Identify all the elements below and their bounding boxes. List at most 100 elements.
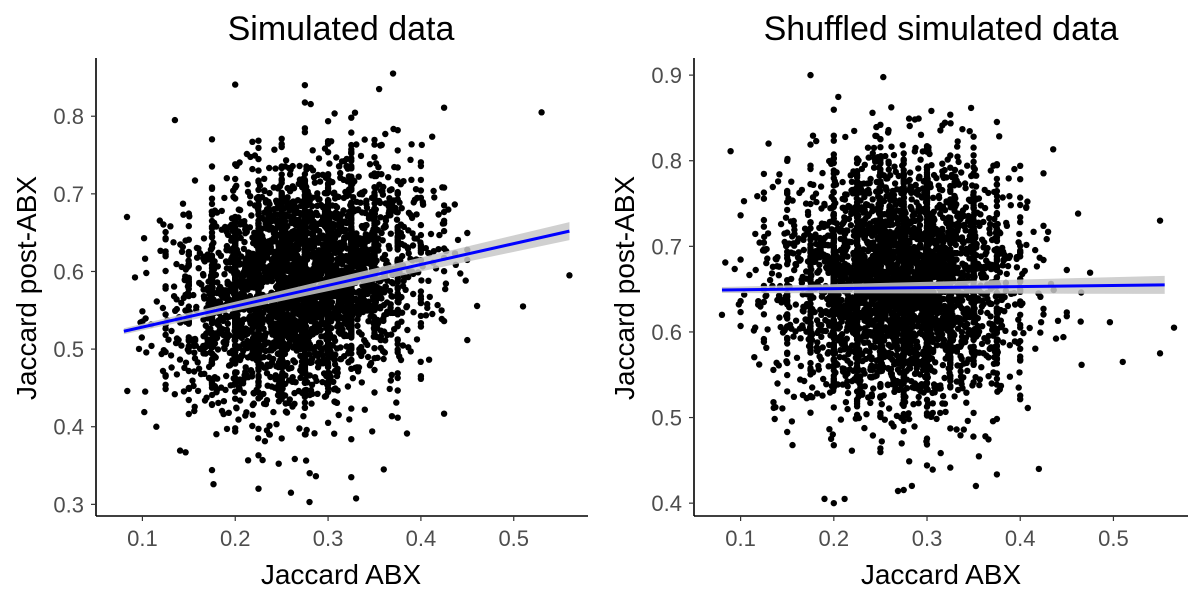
scatter-point: [214, 346, 222, 353]
scatter-point: [191, 177, 199, 184]
scatter-point: [348, 307, 355, 315]
scatter-point: [371, 222, 378, 229]
scatter-point: [321, 393, 329, 400]
y-tick-label: 0.7: [53, 182, 84, 207]
scatter-point: [409, 230, 416, 237]
scatter-point: [302, 323, 310, 330]
scatter-point: [348, 226, 355, 233]
scatter-point: [292, 379, 299, 386]
y-tick-label: 0.9: [651, 63, 682, 88]
scatter-point: [260, 335, 268, 343]
scatter-point: [371, 322, 378, 329]
scatter-point: [265, 267, 272, 275]
scatter-point: [291, 319, 299, 326]
scatter-point: [273, 305, 280, 313]
scatter-point: [315, 357, 323, 365]
scatter-point: [422, 312, 430, 319]
scatter-point: [287, 166, 294, 173]
scatter-point: [366, 161, 374, 168]
scatter-point: [830, 442, 837, 449]
scatter-point: [221, 337, 229, 345]
scatter-point: [359, 308, 367, 316]
scatter-point: [191, 368, 198, 375]
scatter-point: [377, 344, 384, 352]
scatter-point: [324, 264, 332, 271]
scatter-point: [442, 280, 450, 287]
scatter-point: [385, 174, 392, 181]
scatter-point: [768, 270, 776, 277]
scatter-point: [434, 301, 441, 309]
scatter-point: [162, 311, 169, 318]
scatter-point: [410, 309, 417, 316]
scatter-point: [309, 355, 316, 362]
scatter-point: [255, 266, 262, 273]
scatter-point: [205, 256, 212, 263]
scatter-point: [417, 358, 424, 365]
scatter-point: [256, 348, 263, 355]
scatter-point: [255, 236, 262, 243]
scatter-point: [301, 347, 309, 354]
scatter-point: [566, 272, 573, 279]
scatter-point: [382, 130, 389, 138]
scatter-point: [371, 355, 378, 362]
scatter-point: [255, 382, 262, 390]
scatter-point: [371, 254, 378, 261]
scatter-point: [249, 165, 256, 173]
scatter-point: [270, 213, 277, 220]
scatter-point: [361, 136, 368, 143]
scatter-point: [394, 147, 401, 154]
scatter-point: [266, 164, 273, 172]
scatter-point: [364, 284, 371, 292]
scatter-point: [208, 184, 216, 191]
scatter-point: [179, 200, 187, 207]
scatter-point: [218, 207, 225, 215]
scatter-point: [348, 320, 355, 327]
scatter-point: [807, 141, 814, 148]
scatter-point: [970, 158, 977, 165]
scatter-point: [976, 381, 983, 389]
scatter-point: [256, 182, 264, 189]
scatter-point: [316, 227, 323, 235]
scatter-point: [348, 436, 355, 443]
scatter-point: [167, 223, 174, 230]
scatter-point: [170, 293, 178, 300]
scatter-point: [316, 351, 324, 358]
scatter-point: [417, 312, 425, 320]
scatter-point: [309, 147, 316, 154]
scatter-point: [369, 428, 376, 435]
scatter-point: [263, 397, 271, 404]
scatter-point: [270, 345, 278, 352]
scatter-point: [371, 366, 378, 374]
scatter-point: [368, 172, 375, 179]
scatter-point: [394, 188, 401, 196]
scatter-point: [358, 209, 366, 216]
scatter-point: [391, 163, 398, 171]
scatter-point: [261, 438, 269, 445]
scatter-point: [462, 277, 469, 284]
scatter-point: [301, 393, 309, 400]
scatter-point: [354, 322, 361, 330]
scatter-point: [231, 359, 239, 367]
scatter-point: [301, 201, 309, 209]
scatter-point: [185, 251, 192, 258]
scatter-point: [335, 411, 342, 419]
scatter-point: [400, 277, 407, 284]
scatter-point: [394, 285, 401, 293]
scatter-point: [287, 489, 295, 496]
scatter-point: [350, 194, 357, 201]
scatter-point: [386, 207, 393, 214]
scatter-point: [970, 144, 977, 151]
scatter-point: [356, 349, 363, 356]
scatter-point: [344, 383, 352, 390]
scatter-point: [270, 323, 278, 330]
scatter-point: [319, 217, 326, 224]
scatter-point: [442, 285, 449, 293]
scatter-point: [464, 336, 471, 344]
scatter-point: [386, 195, 393, 202]
scatter-point: [349, 208, 357, 216]
scatter-point: [394, 374, 401, 382]
scatter-point: [282, 262, 290, 269]
scatter-point: [844, 405, 851, 413]
scatter-point: [809, 384, 816, 391]
scatter-point: [265, 222, 272, 229]
